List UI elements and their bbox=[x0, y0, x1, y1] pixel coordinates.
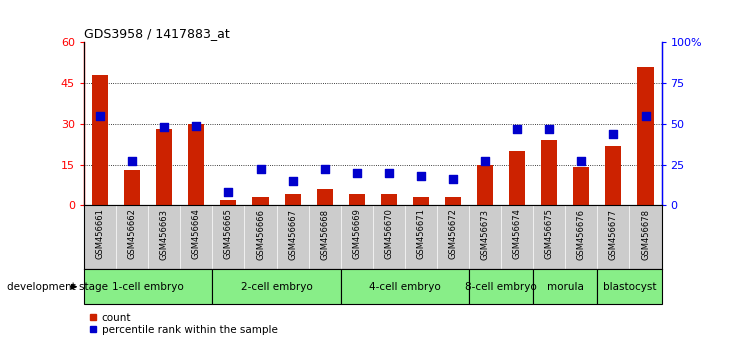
Text: GSM456667: GSM456667 bbox=[288, 209, 297, 259]
Point bbox=[351, 170, 363, 176]
Point bbox=[222, 189, 234, 195]
Bar bbox=[317, 189, 333, 205]
Bar bbox=[84, 269, 213, 304]
Text: GSM456668: GSM456668 bbox=[320, 209, 329, 259]
Point bbox=[383, 170, 395, 176]
Point bbox=[512, 126, 523, 132]
Point bbox=[191, 123, 202, 129]
Bar bbox=[381, 194, 397, 205]
Text: GSM456661: GSM456661 bbox=[96, 209, 105, 259]
Point bbox=[543, 126, 555, 132]
Text: GSM456672: GSM456672 bbox=[449, 209, 458, 259]
Text: development stage: development stage bbox=[7, 282, 108, 292]
Text: GSM456677: GSM456677 bbox=[609, 209, 618, 259]
Text: GSM456671: GSM456671 bbox=[417, 209, 425, 259]
Point bbox=[126, 159, 138, 164]
Point bbox=[480, 159, 491, 164]
Bar bbox=[252, 197, 268, 205]
Text: GSM456674: GSM456674 bbox=[512, 209, 522, 259]
Point bbox=[607, 131, 619, 137]
Bar bbox=[189, 124, 205, 205]
Point bbox=[94, 113, 106, 119]
Bar bbox=[637, 67, 654, 205]
Bar bbox=[124, 170, 140, 205]
Text: GSM456664: GSM456664 bbox=[192, 209, 201, 259]
Bar bbox=[413, 197, 429, 205]
Point bbox=[575, 159, 587, 164]
Bar bbox=[349, 194, 365, 205]
Text: GSM456665: GSM456665 bbox=[224, 209, 233, 259]
Bar bbox=[597, 269, 662, 304]
Point bbox=[159, 124, 170, 130]
Bar bbox=[510, 151, 525, 205]
Bar bbox=[213, 269, 341, 304]
Bar bbox=[92, 75, 108, 205]
Text: GSM456663: GSM456663 bbox=[160, 209, 169, 259]
Text: 4-cell embryo: 4-cell embryo bbox=[369, 282, 441, 292]
Text: GSM456676: GSM456676 bbox=[577, 209, 586, 259]
Text: GSM456669: GSM456669 bbox=[352, 209, 361, 259]
Text: GSM456675: GSM456675 bbox=[545, 209, 554, 259]
Point bbox=[415, 173, 427, 179]
Text: morula: morula bbox=[547, 282, 584, 292]
Bar bbox=[469, 269, 533, 304]
Text: 1-cell embryo: 1-cell embryo bbox=[113, 282, 184, 292]
Text: 8-cell embryo: 8-cell embryo bbox=[465, 282, 537, 292]
Point bbox=[254, 167, 266, 172]
Bar bbox=[605, 145, 621, 205]
Bar bbox=[477, 165, 493, 205]
Text: GSM456670: GSM456670 bbox=[385, 209, 393, 259]
Bar bbox=[284, 194, 300, 205]
Point bbox=[287, 178, 298, 184]
Text: blastocyst: blastocyst bbox=[603, 282, 656, 292]
Point bbox=[319, 167, 330, 172]
Bar bbox=[156, 129, 173, 205]
Bar bbox=[573, 167, 589, 205]
Text: GSM456673: GSM456673 bbox=[480, 209, 490, 259]
Bar bbox=[541, 140, 557, 205]
Bar bbox=[341, 269, 469, 304]
Text: GSM456678: GSM456678 bbox=[641, 209, 650, 259]
Text: GDS3958 / 1417883_at: GDS3958 / 1417883_at bbox=[84, 27, 230, 40]
Bar bbox=[533, 269, 597, 304]
Text: 2-cell embryo: 2-cell embryo bbox=[240, 282, 312, 292]
Bar bbox=[445, 197, 461, 205]
Point bbox=[640, 113, 651, 119]
Text: GSM456666: GSM456666 bbox=[256, 209, 265, 259]
Text: GSM456662: GSM456662 bbox=[128, 209, 137, 259]
Legend: count, percentile rank within the sample: count, percentile rank within the sample bbox=[89, 313, 278, 335]
Bar bbox=[221, 200, 236, 205]
Point bbox=[447, 176, 459, 182]
